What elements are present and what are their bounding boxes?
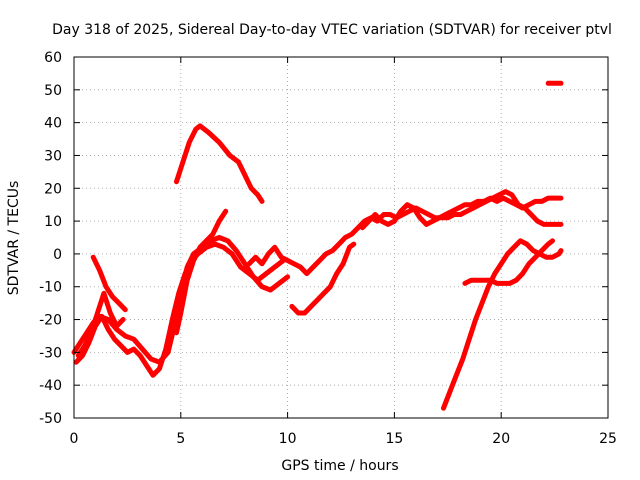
- series-line-11: [462, 238, 555, 286]
- y-tick-label: 40: [44, 116, 62, 132]
- y-tick-label: 0: [53, 247, 62, 263]
- series-line-4: [75, 290, 126, 359]
- ticks-layer: 0 5 10 15 20 25 -50 -40 -30 -20 -10 0 10 20 30 40 50 60: [39, 50, 617, 447]
- y-tick-label: 60: [44, 50, 62, 66]
- series-line-3: [90, 254, 128, 313]
- x-axis-label: GPS time / hours: [281, 458, 398, 474]
- x-tick-label: 15: [385, 431, 403, 447]
- series-line-2: [73, 241, 286, 378]
- y-tick-label: -50: [39, 411, 62, 427]
- y-tick-label: 30: [44, 148, 62, 164]
- y-tick-label: -40: [39, 378, 62, 394]
- y-tick-label: 10: [44, 214, 62, 230]
- x-tick-label: 10: [279, 431, 297, 447]
- x-tick-label: 25: [599, 431, 617, 447]
- series-line-8: [289, 241, 357, 316]
- chart-title: Day 318 of 2025, Sidereal Day-to-day VTE…: [52, 22, 612, 38]
- x-tick-label: 5: [176, 431, 185, 447]
- x-tick-label: 0: [70, 431, 79, 447]
- y-axis-label: SDTVAR / TECUs: [6, 181, 22, 296]
- y-tick-label: -20: [39, 313, 62, 329]
- plot-frame: [73, 56, 609, 419]
- y-tick-label: 20: [44, 181, 62, 197]
- x-tick-label: 20: [492, 431, 510, 447]
- series-layer: [71, 80, 564, 411]
- y-tick-label: 50: [44, 83, 62, 99]
- series-line-9: [359, 195, 564, 231]
- grid-layer: [74, 57, 608, 418]
- series-line-5: [174, 208, 229, 336]
- y-tick-label: -30: [39, 345, 62, 361]
- series-line-7: [246, 189, 564, 277]
- y-tick-label: -10: [39, 280, 62, 296]
- series-line-10: [441, 238, 564, 411]
- series-line-6: [174, 123, 265, 204]
